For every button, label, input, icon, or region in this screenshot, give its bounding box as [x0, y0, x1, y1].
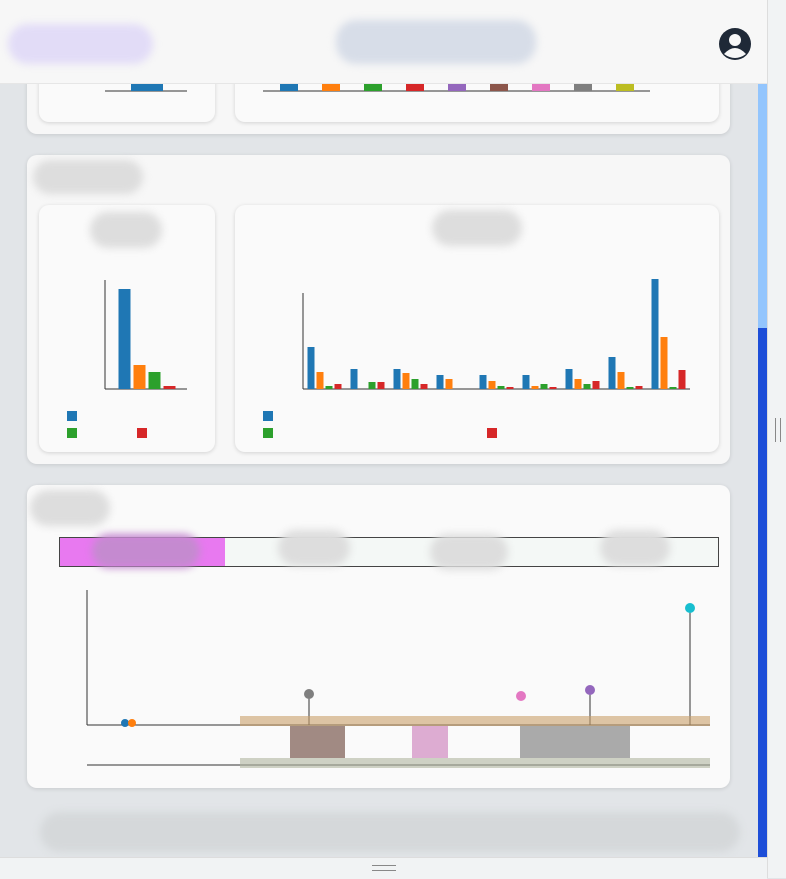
bottom-handle[interactable]	[0, 857, 767, 879]
dot	[128, 719, 136, 727]
axes	[86, 90, 710, 766]
page-title	[336, 20, 536, 64]
charts	[67, 84, 710, 768]
card-title	[90, 212, 162, 248]
bar	[522, 375, 530, 389]
bar-top	[406, 84, 424, 91]
bar-top	[574, 84, 592, 91]
bar	[617, 372, 625, 389]
bar-top	[616, 84, 634, 91]
legend-swatch	[263, 411, 273, 421]
legend-swatch	[487, 428, 497, 438]
dot-cluster	[240, 716, 710, 726]
card-title	[432, 210, 522, 246]
bar	[678, 370, 686, 389]
bar	[608, 357, 616, 389]
partial-bars	[131, 84, 634, 91]
bar	[531, 386, 539, 389]
bar	[583, 384, 591, 389]
legend-swatch	[137, 428, 147, 438]
panel-title	[30, 490, 110, 526]
bar	[506, 387, 514, 389]
bar	[660, 337, 668, 389]
dot	[121, 719, 129, 727]
bar	[411, 379, 419, 389]
bar-top	[448, 84, 466, 91]
label	[92, 534, 200, 568]
bar	[133, 365, 146, 389]
label	[600, 530, 670, 566]
bar	[669, 387, 677, 389]
label	[430, 534, 508, 570]
lollipop-head	[516, 691, 526, 701]
header	[0, 0, 767, 84]
legend-swatch	[263, 428, 273, 438]
bar	[488, 381, 496, 389]
bar-top	[364, 84, 382, 91]
bar	[420, 384, 428, 389]
bar	[445, 379, 453, 389]
bar	[350, 369, 358, 389]
grip	[775, 418, 781, 442]
bar	[334, 384, 342, 389]
bar	[307, 347, 315, 389]
legend-swatch	[67, 428, 77, 438]
highlight	[290, 726, 345, 758]
bar-top	[280, 84, 298, 91]
bar	[651, 279, 659, 389]
app-name	[8, 24, 153, 64]
bar	[148, 372, 161, 389]
bar	[377, 382, 385, 389]
panel-title	[33, 160, 143, 194]
highlight	[412, 726, 448, 758]
account-button[interactable]	[718, 27, 752, 61]
bar-top	[532, 84, 550, 91]
bar	[565, 369, 573, 389]
lollipop-head	[585, 685, 595, 695]
bar	[402, 373, 410, 389]
side-handle[interactable]	[767, 0, 786, 878]
bar	[393, 369, 401, 389]
lollipop-head	[304, 689, 314, 699]
bar-top	[322, 84, 340, 91]
legend	[67, 411, 497, 438]
bar	[163, 386, 176, 389]
bar	[540, 384, 548, 389]
bar	[635, 386, 643, 389]
bar	[479, 375, 487, 389]
legend-swatch	[67, 411, 77, 421]
scrollbar-track[interactable]	[758, 84, 767, 328]
bar	[316, 372, 324, 389]
footer-text	[40, 812, 740, 852]
grip	[372, 865, 396, 871]
bar	[497, 386, 505, 389]
label	[278, 530, 350, 566]
bar	[592, 381, 600, 389]
bar-top	[490, 84, 508, 91]
bar	[626, 387, 634, 389]
highlight	[520, 726, 630, 758]
card	[235, 205, 719, 452]
bar	[436, 375, 444, 389]
scrollbar-thumb[interactable]	[758, 328, 767, 857]
dot-cluster	[240, 758, 710, 768]
bar	[118, 289, 131, 389]
bar	[549, 387, 557, 389]
bar	[325, 386, 333, 389]
bar	[368, 382, 376, 389]
lollipop-head	[685, 603, 695, 613]
bar	[574, 379, 582, 389]
bar-top	[131, 84, 163, 91]
